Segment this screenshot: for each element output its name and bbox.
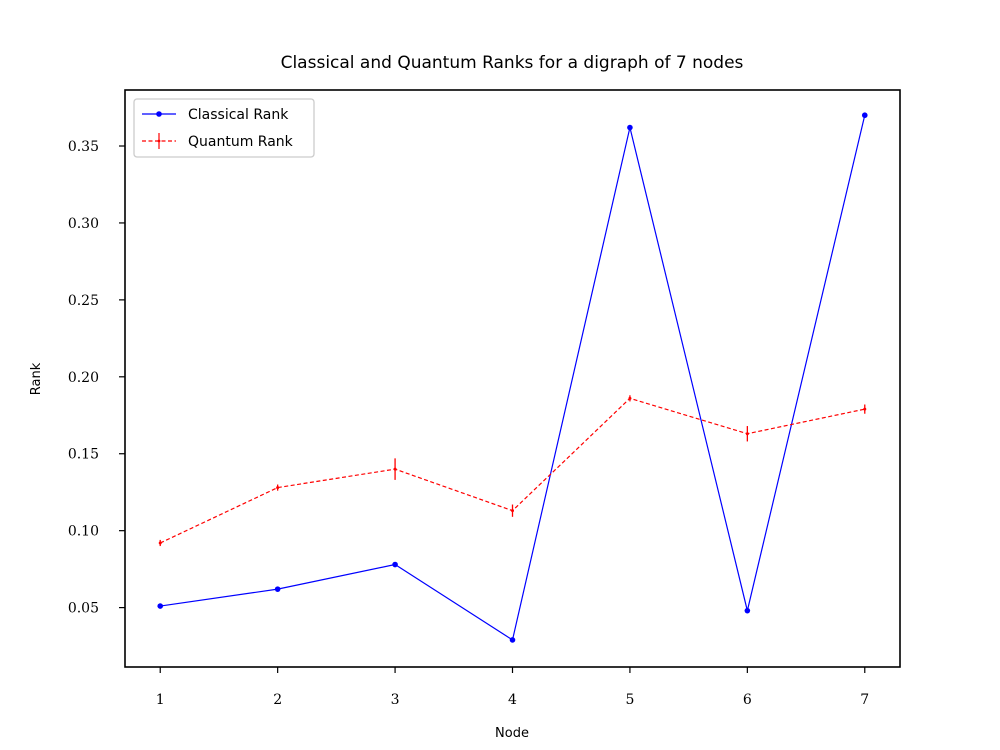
data-point-classical-rank [744, 607, 751, 614]
data-point-quantum-rank [393, 467, 397, 471]
legend-marker-classical [156, 111, 162, 117]
legend-marker-quantum [157, 139, 161, 143]
y-tick-label: 0.05 [68, 601, 99, 617]
x-tick-label: 6 [743, 692, 752, 708]
data-point-quantum-rank [863, 407, 867, 411]
series-layer [157, 112, 868, 643]
x-tick-label: 3 [391, 692, 400, 708]
y-axis-ticks: 0.05 0.10 0.15 0.20 0.25 0.30 0.35 [68, 139, 125, 617]
data-point-classical-rank [861, 112, 868, 119]
legend-box [133, 98, 315, 158]
data-point-quantum-rank [511, 509, 514, 513]
y-tick-label: 0.35 [68, 139, 99, 155]
x-tick-label: 7 [860, 692, 869, 708]
legend-label-classical: Classical Rank [188, 107, 289, 123]
data-point-quantum-rank [276, 486, 280, 490]
data-point-classical-rank [392, 561, 398, 568]
y-tick-label: 0.15 [68, 447, 99, 463]
legend: Classical Rank Quantum Rank [133, 98, 315, 158]
data-point-classical-rank [627, 124, 633, 131]
data-point-quantum-rank [745, 432, 749, 436]
x-tick-label: 4 [508, 692, 517, 708]
data-point-classical-rank [274, 586, 281, 592]
y-axis-label: Rank [29, 362, 44, 395]
x-axis-label: Node [495, 726, 529, 741]
data-point-quantum-rank [158, 541, 162, 545]
x-tick-label: 5 [625, 692, 634, 708]
x-tick-label: 1 [156, 692, 165, 708]
y-tick-label: 0.20 [68, 370, 99, 386]
x-axis-ticks: 1 2 3 4 5 6 7 [156, 667, 869, 708]
data-point-classical-rank [509, 637, 516, 643]
x-tick-label: 2 [273, 692, 282, 708]
y-tick-label: 0.25 [68, 293, 99, 309]
y-tick-label: 0.10 [68, 524, 99, 540]
data-point-classical-rank [157, 603, 164, 609]
plot-frame [124, 89, 901, 668]
y-tick-label: 0.30 [68, 216, 99, 232]
legend-label-quantum: Quantum Rank [188, 134, 294, 150]
chart-title: Classical and Quantum Ranks for a digrap… [281, 53, 744, 73]
data-point-quantum-rank [628, 396, 632, 400]
